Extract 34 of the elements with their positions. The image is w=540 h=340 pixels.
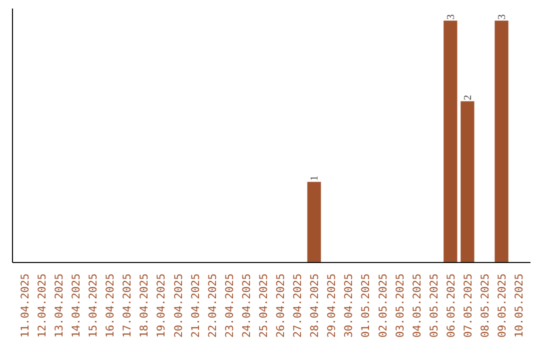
x-tick-label: 04.05.2025 <box>410 274 424 338</box>
x-tick-label: 13.04.2025 <box>52 274 66 338</box>
x-tick-label: 20.04.2025 <box>172 274 185 338</box>
x-tick-label: 09.05.2025 <box>496 274 509 338</box>
x-tick-label: 19.04.2025 <box>154 274 168 338</box>
x-tick-label: 22.04.2025 <box>206 274 219 338</box>
x-tick-label: 15.04.2025 <box>86 274 100 338</box>
x-tick-label: 25.04.2025 <box>256 274 270 338</box>
x-tick-label: 01.05.2025 <box>359 274 372 338</box>
x-tick-label: 18.04.2025 <box>138 274 151 338</box>
x-tick-label: 12.04.2025 <box>35 274 48 338</box>
x-tick-label: 08.05.2025 <box>478 274 492 338</box>
data-label: 3 <box>446 14 457 20</box>
x-tick-label: 02.05.2025 <box>376 274 390 338</box>
x-tick-label: 14.04.2025 <box>70 274 83 338</box>
x-tick-label: 26.04.2025 <box>274 274 288 338</box>
x-tick-label: 27.04.2025 <box>291 274 304 338</box>
x-tick-label: 21.04.2025 <box>188 274 202 338</box>
data-label: 2 <box>462 94 474 100</box>
x-tick-label: 29.04.2025 <box>325 274 338 338</box>
x-tick-label: 10.05.2025 <box>512 274 526 338</box>
x-tick-label: 11.04.2025 <box>18 274 32 338</box>
x-tick-label: 23.04.2025 <box>222 274 236 338</box>
x-tick-label: 30.04.2025 <box>342 274 356 338</box>
x-tick-label: 16.04.2025 <box>104 274 117 338</box>
x-tick-label: 17.04.2025 <box>120 274 134 338</box>
x-tick-label: 03.05.2025 <box>393 274 406 338</box>
x-tick-label: 28.04.2025 <box>308 274 322 338</box>
x-tick-label: 24.04.2025 <box>240 274 253 338</box>
x-tick-label: 06.05.2025 <box>444 274 458 338</box>
data-label: 3 <box>497 14 508 20</box>
x-tick-label: 07.05.2025 <box>461 274 474 338</box>
data-label: 1 <box>310 176 321 181</box>
x-tick-label: 05.05.2025 <box>427 274 440 338</box>
